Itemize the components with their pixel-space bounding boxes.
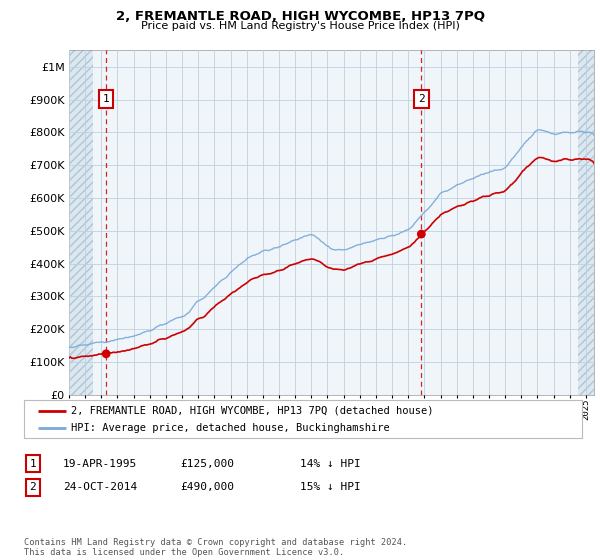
Text: £490,000: £490,000 xyxy=(180,482,234,492)
Text: 1: 1 xyxy=(103,94,110,104)
Text: 2: 2 xyxy=(418,94,425,104)
Bar xyxy=(578,50,594,395)
Point xyxy=(101,349,111,358)
Point xyxy=(416,230,426,239)
Text: 19-APR-1995: 19-APR-1995 xyxy=(63,459,137,469)
Text: 1: 1 xyxy=(29,459,37,469)
Text: 2, FREMANTLE ROAD, HIGH WYCOMBE, HP13 7PQ (detached house): 2, FREMANTLE ROAD, HIGH WYCOMBE, HP13 7P… xyxy=(71,405,434,416)
Text: Contains HM Land Registry data © Crown copyright and database right 2024.
This d: Contains HM Land Registry data © Crown c… xyxy=(24,538,407,557)
Bar xyxy=(69,50,93,395)
Text: 15% ↓ HPI: 15% ↓ HPI xyxy=(300,482,361,492)
Text: 2, FREMANTLE ROAD, HIGH WYCOMBE, HP13 7PQ: 2, FREMANTLE ROAD, HIGH WYCOMBE, HP13 7P… xyxy=(115,10,485,23)
Text: 14% ↓ HPI: 14% ↓ HPI xyxy=(300,459,361,469)
Text: £125,000: £125,000 xyxy=(180,459,234,469)
Text: 2: 2 xyxy=(29,482,37,492)
Text: 24-OCT-2014: 24-OCT-2014 xyxy=(63,482,137,492)
Text: Price paid vs. HM Land Registry's House Price Index (HPI): Price paid vs. HM Land Registry's House … xyxy=(140,21,460,31)
Text: HPI: Average price, detached house, Buckinghamshire: HPI: Average price, detached house, Buck… xyxy=(71,423,390,433)
